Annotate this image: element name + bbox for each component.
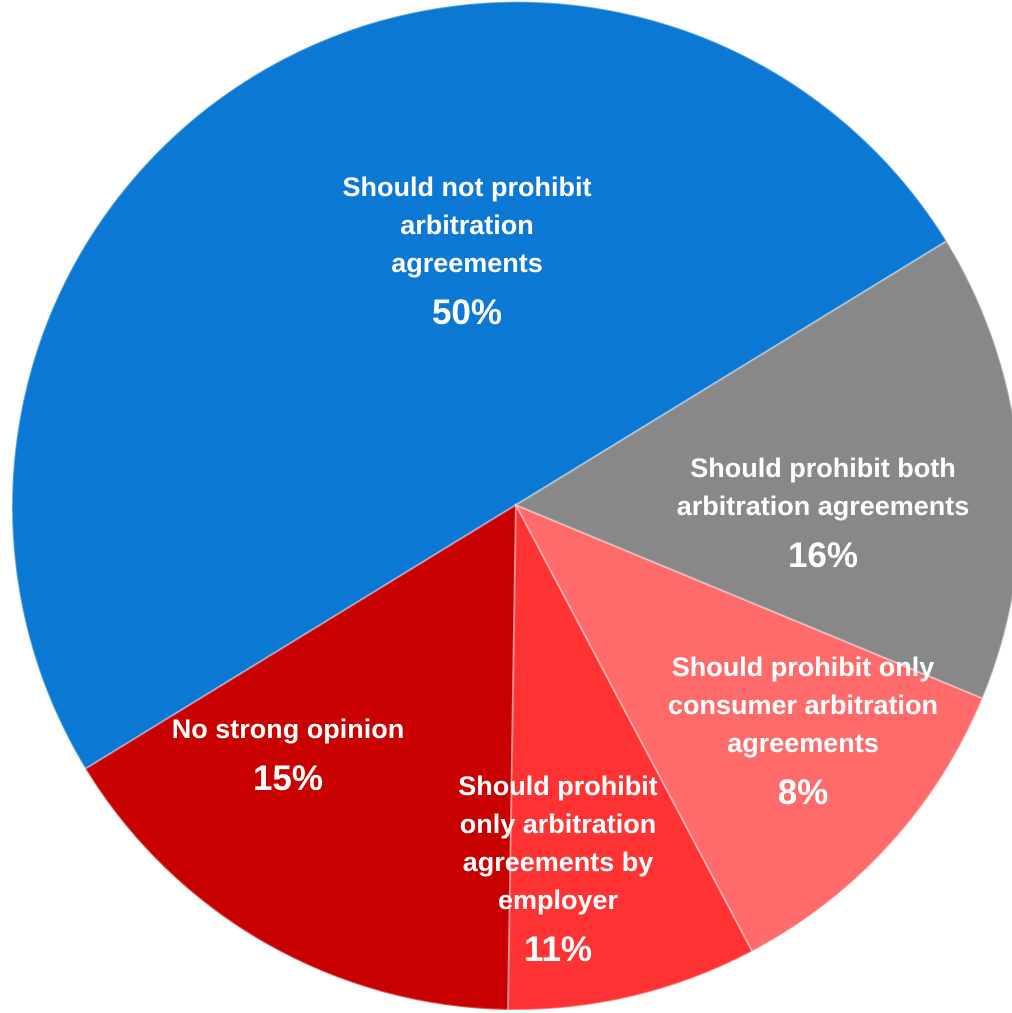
slice-2-label-line: arbitration agreements [677, 491, 970, 521]
pie-slice-1 [11, 0, 948, 771]
slice-4-value-label: 11% [524, 930, 592, 969]
slice-1-label-line: arbitration [400, 210, 534, 240]
slice-2-label-line: Should prohibit both [690, 453, 955, 483]
pie-slice-5 [513, 239, 1012, 700]
slice-4-label-line: agreements by [463, 847, 654, 877]
slice-3-label-line: Should prohibit only [672, 652, 934, 682]
slice-1-label-line: Should not prohibit [343, 172, 592, 202]
slice-3-label-line: agreements [727, 728, 879, 758]
slice-2-value-label: 16% [788, 536, 858, 575]
pie-slices [11, 0, 1012, 1011]
slice-3-value-label: 8% [778, 773, 829, 812]
slice-5-value-label: 15% [253, 759, 323, 798]
slice-4-label-line: only arbitration [460, 809, 657, 839]
slice-1-value-label: 50% [432, 293, 502, 332]
pie-slice-2 [84, 503, 518, 1011]
slice-5-label-line: No strong opinion [172, 714, 404, 744]
slice-1-label-line: agreements [391, 248, 543, 278]
slice-4-label-line: Should prohibit [458, 771, 657, 801]
pie-slice-4 [513, 503, 984, 953]
pie-labels: Should not prohibit arbitration agreements… [172, 172, 970, 969]
slice-4-label-line: employer [498, 885, 619, 915]
slice-3-label-line: consumer arbitration [668, 690, 938, 720]
pie-slice-3 [507, 504, 754, 1011]
